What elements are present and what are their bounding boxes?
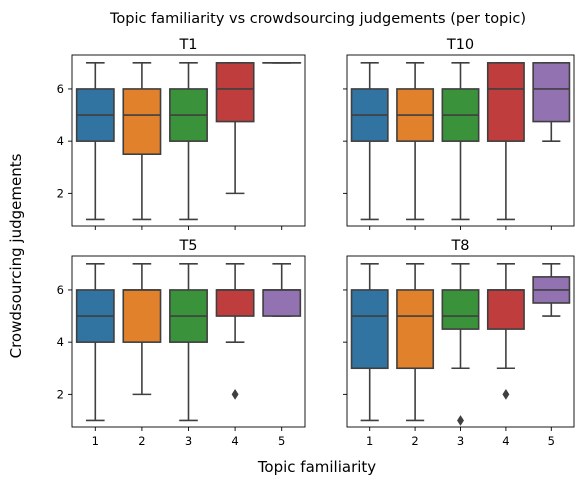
- box-3: [441, 62, 480, 221]
- x-tick-label: 2: [138, 434, 145, 448]
- box-body: [122, 88, 162, 156]
- x-tick-label: 5: [278, 434, 285, 448]
- x-tick-label: 1: [92, 434, 99, 448]
- y-tick-label: 6: [57, 283, 64, 297]
- y-tick-label: 2: [57, 186, 64, 200]
- y-tick-label: 4: [57, 335, 64, 349]
- box-1: [350, 263, 389, 422]
- box-4: [215, 62, 255, 195]
- box-3: [441, 263, 480, 426]
- x-tick-label: 3: [185, 434, 192, 448]
- y-tick-label: 4: [57, 134, 64, 148]
- box-5: [532, 62, 571, 142]
- box-body: [350, 289, 389, 370]
- outlier-point: [457, 415, 464, 426]
- box-2: [122, 62, 162, 221]
- box-body: [486, 289, 525, 330]
- x-tick-label: 4: [502, 434, 509, 448]
- subplot-title: T5: [178, 238, 197, 254]
- box-body: [215, 62, 255, 123]
- box-body: [441, 289, 480, 330]
- box-3: [169, 263, 208, 422]
- y-axis-label: Crowdsourcing judgements: [7, 153, 25, 358]
- y-tick-label: 2: [57, 387, 64, 401]
- subplots: T1 2 4 6 T10 T5 2 4 6 1 2 3 4 5 T8 1 2 3 4 5: [57, 37, 575, 448]
- box-4: [215, 263, 255, 400]
- outlier-point: [231, 388, 239, 400]
- x-tick-label: 4: [231, 434, 238, 448]
- subplot-title: T10: [446, 37, 474, 53]
- box-3: [169, 62, 208, 221]
- outlier-point: [502, 388, 510, 400]
- box-body: [486, 62, 525, 142]
- subplot-t1: T1 2 4 6: [57, 37, 306, 230]
- box-1: [75, 62, 115, 221]
- subplot-t5: T5 2 4 6 1 2 3 4 5: [57, 238, 306, 448]
- box-2: [396, 263, 435, 422]
- subplot-t8: T8 1 2 3 4 5: [343, 238, 575, 448]
- x-tick-label: 1: [366, 434, 373, 448]
- box-1: [75, 263, 115, 422]
- box-body: [262, 289, 302, 317]
- box-1: [350, 62, 389, 221]
- box-body: [396, 289, 435, 370]
- box-body: [215, 289, 255, 317]
- box-body: [122, 289, 162, 343]
- box-4: [486, 263, 525, 400]
- subplot-t10: T10: [343, 37, 575, 230]
- box-body: [532, 62, 571, 123]
- box-4: [486, 62, 525, 221]
- box-2: [122, 263, 162, 396]
- figure-title: Topic familiarity vs crowdsourcing judge…: [109, 11, 526, 27]
- x-axis-label: Topic familiarity: [257, 458, 376, 476]
- box-2: [396, 62, 435, 221]
- subplot-title: T8: [450, 238, 469, 254]
- x-tick-label: 5: [548, 434, 555, 448]
- box-5: [532, 263, 571, 317]
- subplot-title: T1: [178, 37, 197, 53]
- box-5: [262, 263, 302, 317]
- y-tick-label: 6: [57, 82, 64, 96]
- x-tick-label: 2: [411, 434, 418, 448]
- x-tick-label: 3: [457, 434, 464, 448]
